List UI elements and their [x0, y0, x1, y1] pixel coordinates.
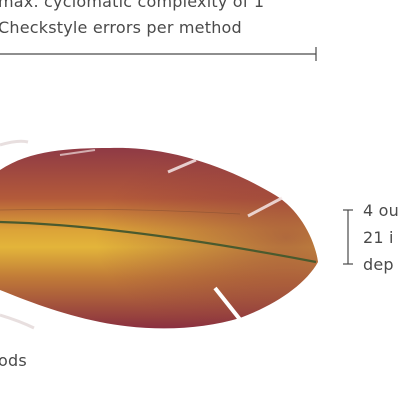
feather-tip-shade	[0, 147, 318, 329]
bottom-label: ods	[0, 351, 27, 370]
right-label-line-3: dep	[363, 255, 394, 274]
top-label-checkstyle: Checkstyle errors per method	[0, 18, 242, 37]
feather-shaft-highlight	[0, 208, 241, 215]
feather-barb-split	[59, 149, 96, 156]
right-label-line-1: 4 ou	[363, 201, 399, 220]
feather-fringe-bottom	[0, 313, 35, 330]
feather-fringe-top	[0, 139, 29, 147]
feather-shaft	[0, 220, 317, 264]
feather-barb-split	[167, 158, 197, 174]
feather-barb-split	[213, 286, 244, 324]
top-label-complexity: max. cyclomatic complexity of 1	[0, 0, 265, 11]
right-label-line-2: 21 i	[363, 228, 394, 247]
feather-barb-split	[247, 196, 283, 218]
